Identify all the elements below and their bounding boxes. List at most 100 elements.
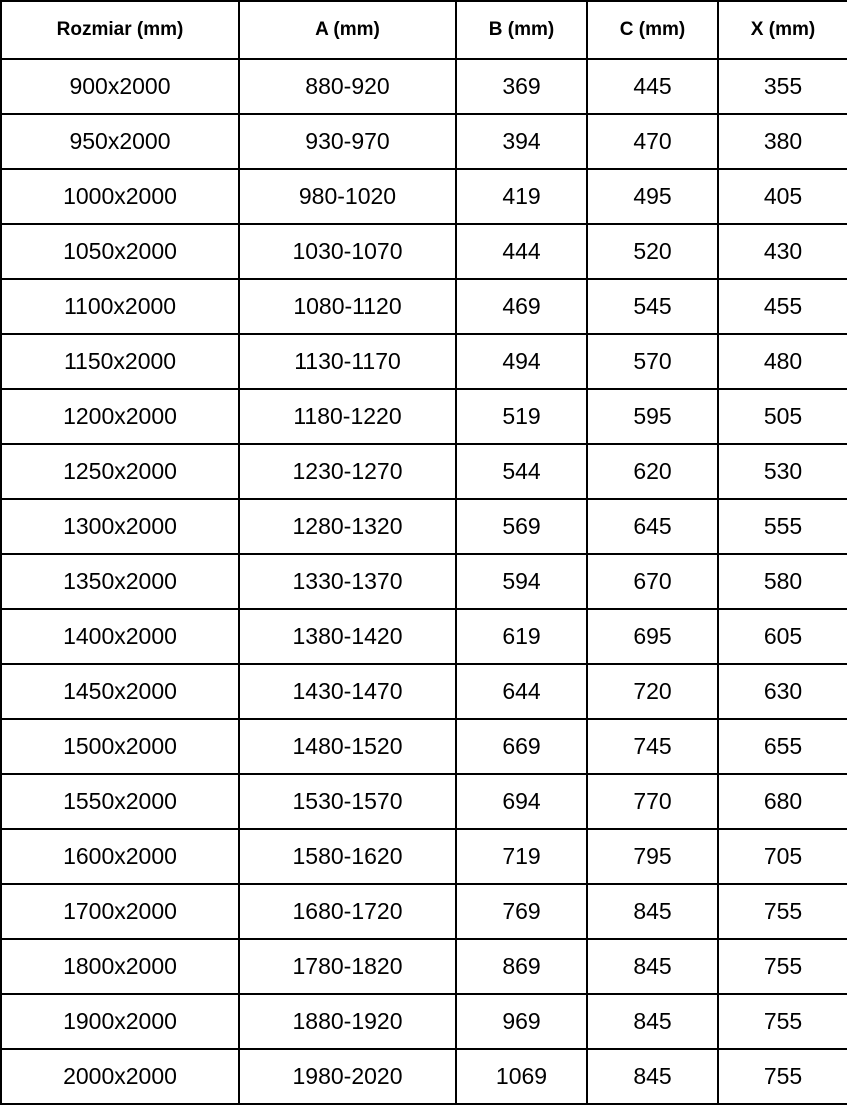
table-head: Rozmiar (mm) A (mm) B (mm) C (mm) X (mm)	[0, 0, 847, 60]
table-cell: 1150x2000	[0, 333, 240, 390]
table-cell: 555	[717, 498, 847, 555]
table-row: 950x2000 930-970 394 470 380	[0, 113, 847, 170]
header-row: Rozmiar (mm) A (mm) B (mm) C (mm) X (mm)	[0, 0, 847, 60]
table-cell: 1330-1370	[238, 553, 457, 610]
table-cell: 769	[455, 883, 588, 940]
table-cell: 900x2000	[0, 58, 240, 115]
table-cell: 1700x2000	[0, 883, 240, 940]
table-cell: 505	[717, 388, 847, 445]
table-cell: 1400x2000	[0, 608, 240, 665]
table-cell: 445	[586, 58, 719, 115]
table-cell: 444	[455, 223, 588, 280]
table-cell: 469	[455, 278, 588, 335]
table-cell: 594	[455, 553, 588, 610]
table-cell: 455	[717, 278, 847, 335]
table-cell: 980-1020	[238, 168, 457, 225]
table-cell: 1180-1220	[238, 388, 457, 445]
table-cell: 755	[717, 938, 847, 995]
table-row: 1100x2000 1080-1120 469 545 455	[0, 278, 847, 335]
table-cell: 694	[455, 773, 588, 830]
table-cell: 419	[455, 168, 588, 225]
table-cell: 1430-1470	[238, 663, 457, 720]
column-header: Rozmiar (mm)	[0, 0, 240, 60]
table-body: 900x2000 880-920 369 445 355 950x2000 930-970 3…	[0, 58, 847, 1105]
table-cell: 1000x2000	[0, 168, 240, 225]
table-row: 1300x2000 1280-1320 569 645 555	[0, 498, 847, 555]
table-cell: 755	[717, 1048, 847, 1105]
table-cell: 569	[455, 498, 588, 555]
table-row: 1400x2000 1380-1420 619 695 605	[0, 608, 847, 665]
table-cell: 705	[717, 828, 847, 885]
table-cell: 755	[717, 993, 847, 1050]
table-cell: 619	[455, 608, 588, 665]
table-cell: 719	[455, 828, 588, 885]
table-cell: 755	[717, 883, 847, 940]
table-cell: 795	[586, 828, 719, 885]
table-cell: 1250x2000	[0, 443, 240, 500]
table-cell: 2000x2000	[0, 1048, 240, 1105]
table-cell: 845	[586, 883, 719, 940]
table-cell: 845	[586, 938, 719, 995]
table-cell: 544	[455, 443, 588, 500]
table-cell: 480	[717, 333, 847, 390]
table-cell: 1080-1120	[238, 278, 457, 335]
table-cell: 670	[586, 553, 719, 610]
table-row: 1150x2000 1130-1170 494 570 480	[0, 333, 847, 390]
table-cell: 880-920	[238, 58, 457, 115]
table-cell: 1230-1270	[238, 443, 457, 500]
table-cell: 380	[717, 113, 847, 170]
table-cell: 1069	[455, 1048, 588, 1105]
table-cell: 680	[717, 773, 847, 830]
table-cell: 1680-1720	[238, 883, 457, 940]
table-cell: 630	[717, 663, 847, 720]
table-cell: 1350x2000	[0, 553, 240, 610]
table-cell: 1530-1570	[238, 773, 457, 830]
table-cell: 394	[455, 113, 588, 170]
table-row: 1200x2000 1180-1220 519 595 505	[0, 388, 847, 445]
table-cell: 530	[717, 443, 847, 500]
table-cell: 1800x2000	[0, 938, 240, 995]
table-cell: 1980-2020	[238, 1048, 457, 1105]
table-cell: 845	[586, 1048, 719, 1105]
table-row: 1900x2000 1880-1920 969 845 755	[0, 993, 847, 1050]
table-cell: 645	[586, 498, 719, 555]
table-cell: 1480-1520	[238, 718, 457, 775]
table-cell: 1600x2000	[0, 828, 240, 885]
table-row: 1550x2000 1530-1570 694 770 680	[0, 773, 847, 830]
column-header: A (mm)	[238, 0, 457, 60]
table-cell: 1100x2000	[0, 278, 240, 335]
table-cell: 520	[586, 223, 719, 280]
table-cell: 519	[455, 388, 588, 445]
table-cell: 1380-1420	[238, 608, 457, 665]
table-cell: 930-970	[238, 113, 457, 170]
table-cell: 545	[586, 278, 719, 335]
table-row: 1800x2000 1780-1820 869 845 755	[0, 938, 847, 995]
table-cell: 1050x2000	[0, 223, 240, 280]
table-row: 1600x2000 1580-1620 719 795 705	[0, 828, 847, 885]
table-cell: 1450x2000	[0, 663, 240, 720]
table-cell: 695	[586, 608, 719, 665]
table-cell: 580	[717, 553, 847, 610]
table-cell: 355	[717, 58, 847, 115]
column-header: C (mm)	[586, 0, 719, 60]
table-cell: 969	[455, 993, 588, 1050]
table-cell: 570	[586, 333, 719, 390]
table-cell: 1900x2000	[0, 993, 240, 1050]
column-header: X (mm)	[717, 0, 847, 60]
table-cell: 1880-1920	[238, 993, 457, 1050]
table-row: 900x2000 880-920 369 445 355	[0, 58, 847, 115]
table-cell: 495	[586, 168, 719, 225]
table-cell: 430	[717, 223, 847, 280]
table-cell: 655	[717, 718, 847, 775]
table-cell: 1130-1170	[238, 333, 457, 390]
column-header: B (mm)	[455, 0, 588, 60]
table-cell: 405	[717, 168, 847, 225]
table-cell: 644	[455, 663, 588, 720]
table-row: 2000x2000 1980-2020 1069 845 755	[0, 1048, 847, 1105]
table-cell: 669	[455, 718, 588, 775]
table-row: 1000x2000 980-1020 419 495 405	[0, 168, 847, 225]
table-cell: 595	[586, 388, 719, 445]
table-cell: 1200x2000	[0, 388, 240, 445]
table-cell: 1300x2000	[0, 498, 240, 555]
